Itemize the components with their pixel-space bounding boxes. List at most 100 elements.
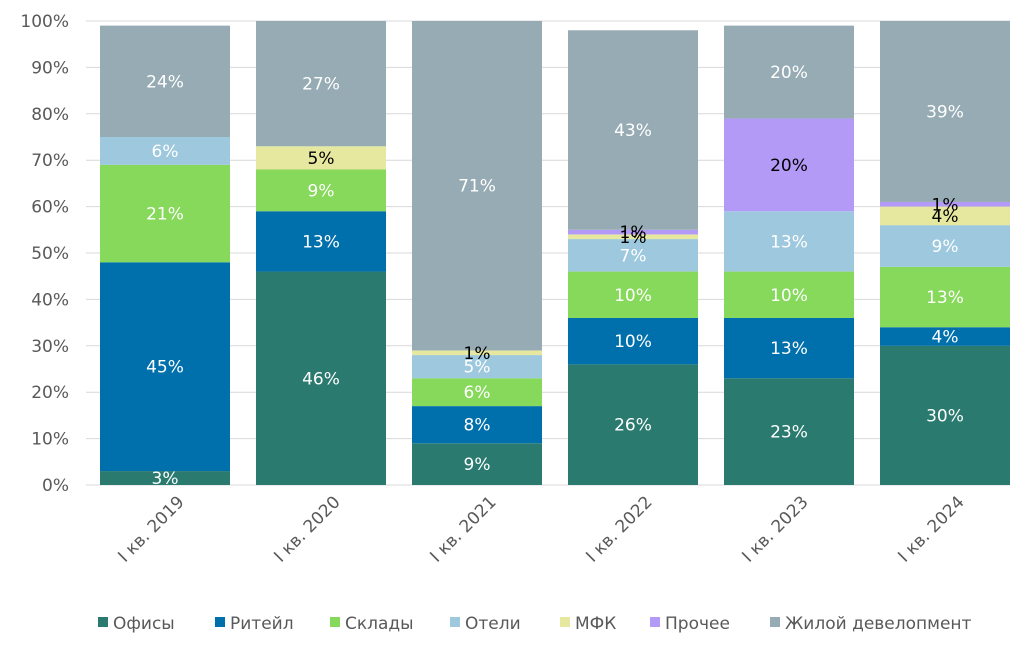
- bar-segment: [880, 345, 1010, 485]
- bar-segment: [724, 271, 854, 318]
- y-tick-label: 90%: [31, 58, 69, 78]
- legend-label: Офисы: [113, 614, 175, 634]
- bar-segment: [100, 164, 230, 263]
- bar-segment: [256, 146, 386, 170]
- bar-segment: [568, 239, 698, 272]
- legend-swatch: [650, 617, 660, 627]
- data-label: 9%: [308, 181, 335, 201]
- data-label: 4%: [932, 207, 959, 227]
- bar-segment: [724, 25, 854, 119]
- bar-segment: [412, 378, 542, 407]
- data-label: 45%: [146, 358, 184, 378]
- x-tick-label: I кв. 2019: [114, 492, 188, 566]
- bar-segment: [100, 25, 230, 137]
- bar-segment: [568, 317, 698, 365]
- y-axis-ticks: 0% 10% 20% 30% 40% 50% 60% 70% 80% 90% 100%: [20, 12, 69, 496]
- bar-segment: [880, 266, 1010, 328]
- bar-segment: [100, 471, 230, 485]
- data-label: 9%: [464, 455, 491, 475]
- x-tick-label: I кв. 2023: [738, 492, 812, 566]
- legend-label: Ритейл: [230, 614, 294, 634]
- data-label: 1%: [620, 228, 647, 248]
- data-label: 20%: [770, 156, 808, 176]
- bar-segment: [880, 225, 1010, 267]
- x-tick-label: I кв. 2021: [426, 492, 500, 566]
- bar-segment: [880, 21, 1010, 202]
- bar-segment: [724, 317, 854, 379]
- data-label: 9%: [932, 237, 959, 257]
- data-label: 43%: [614, 121, 652, 141]
- data-label: 4%: [932, 328, 959, 348]
- bar-segment: [568, 234, 698, 240]
- y-tick-label: 50%: [31, 244, 69, 264]
- data-label: 1%: [932, 195, 959, 215]
- bar-segment: [880, 201, 1010, 207]
- data-label: 21%: [146, 205, 184, 225]
- data-label: 20%: [770, 63, 808, 83]
- bar-segment: [880, 327, 1010, 346]
- data-label: 30%: [926, 406, 964, 426]
- y-tick-label: 80%: [31, 105, 69, 125]
- data-label: 1%: [620, 223, 647, 243]
- data-label: 71%: [458, 177, 496, 197]
- data-label: 13%: [770, 339, 808, 359]
- y-tick-label: 60%: [31, 198, 69, 218]
- data-label: 46%: [302, 369, 340, 389]
- x-tick-label: I кв. 2020: [270, 492, 344, 566]
- bars: [100, 21, 1010, 485]
- bar-segment: [724, 378, 854, 485]
- bar-segment: [256, 271, 386, 485]
- bar-segment: [412, 350, 542, 356]
- data-label: 24%: [146, 72, 184, 92]
- legend-label: Прочее: [665, 614, 730, 634]
- bar-segment: [568, 229, 698, 235]
- bar-segment: [412, 21, 542, 351]
- bar-segment: [568, 364, 698, 485]
- legend-swatch: [770, 617, 780, 627]
- data-label: 13%: [302, 232, 340, 252]
- data-label: 5%: [308, 149, 335, 169]
- data-label: 39%: [926, 102, 964, 122]
- x-axis-ticks: I кв. 2019 I кв. 2020 I кв. 2021 I кв. 2022…: [114, 492, 968, 566]
- y-tick-label: 10%: [31, 430, 69, 450]
- bar-segment: [880, 206, 1010, 226]
- legend-label: МФК: [575, 614, 616, 634]
- bar-segment: [724, 118, 854, 212]
- y-tick-label: 40%: [31, 290, 69, 310]
- bar-segment: [568, 30, 698, 230]
- bar-segment: [256, 21, 386, 147]
- bar-segment: [568, 271, 698, 318]
- data-label: 10%: [614, 286, 652, 306]
- data-label: 13%: [770, 232, 808, 252]
- legend: Офисы Ритейл Склады Отели МФК Прочее Жилой дев…: [98, 614, 972, 634]
- data-label: 6%: [152, 142, 179, 162]
- bar-segment: [412, 406, 542, 444]
- bar-segment: [724, 211, 854, 272]
- legend-swatch: [330, 617, 340, 627]
- y-tick-label: 20%: [31, 383, 69, 403]
- data-label: 26%: [614, 416, 652, 436]
- y-tick-label: 100%: [20, 12, 69, 32]
- bar-segment: [412, 355, 542, 379]
- data-label: 13%: [926, 288, 964, 308]
- data-label: 27%: [302, 75, 340, 95]
- legend-swatch: [560, 617, 570, 627]
- legend-swatch: [215, 617, 225, 627]
- bar-segment: [100, 262, 230, 472]
- bar-segment: [256, 169, 386, 212]
- data-label: 10%: [770, 286, 808, 306]
- data-label: 3%: [152, 469, 179, 489]
- bar-segment: [256, 211, 386, 272]
- data-label: 23%: [770, 423, 808, 443]
- data-labels: 3% 45% 21% 6% 24% 46% 13% 9% 5% 27% 9% 8% 6% 5% 1% 71% 2…: [146, 63, 964, 489]
- data-label: 6%: [464, 383, 491, 403]
- y-tick-label: 70%: [31, 151, 69, 171]
- x-tick-label: I кв. 2024: [894, 492, 968, 566]
- data-label: 8%: [464, 416, 491, 436]
- legend-swatch: [98, 617, 108, 627]
- y-tick-label: 0%: [42, 476, 69, 496]
- data-label: 5%: [464, 358, 491, 378]
- bar-segment: [412, 443, 542, 485]
- x-tick-label: I кв. 2022: [582, 492, 656, 566]
